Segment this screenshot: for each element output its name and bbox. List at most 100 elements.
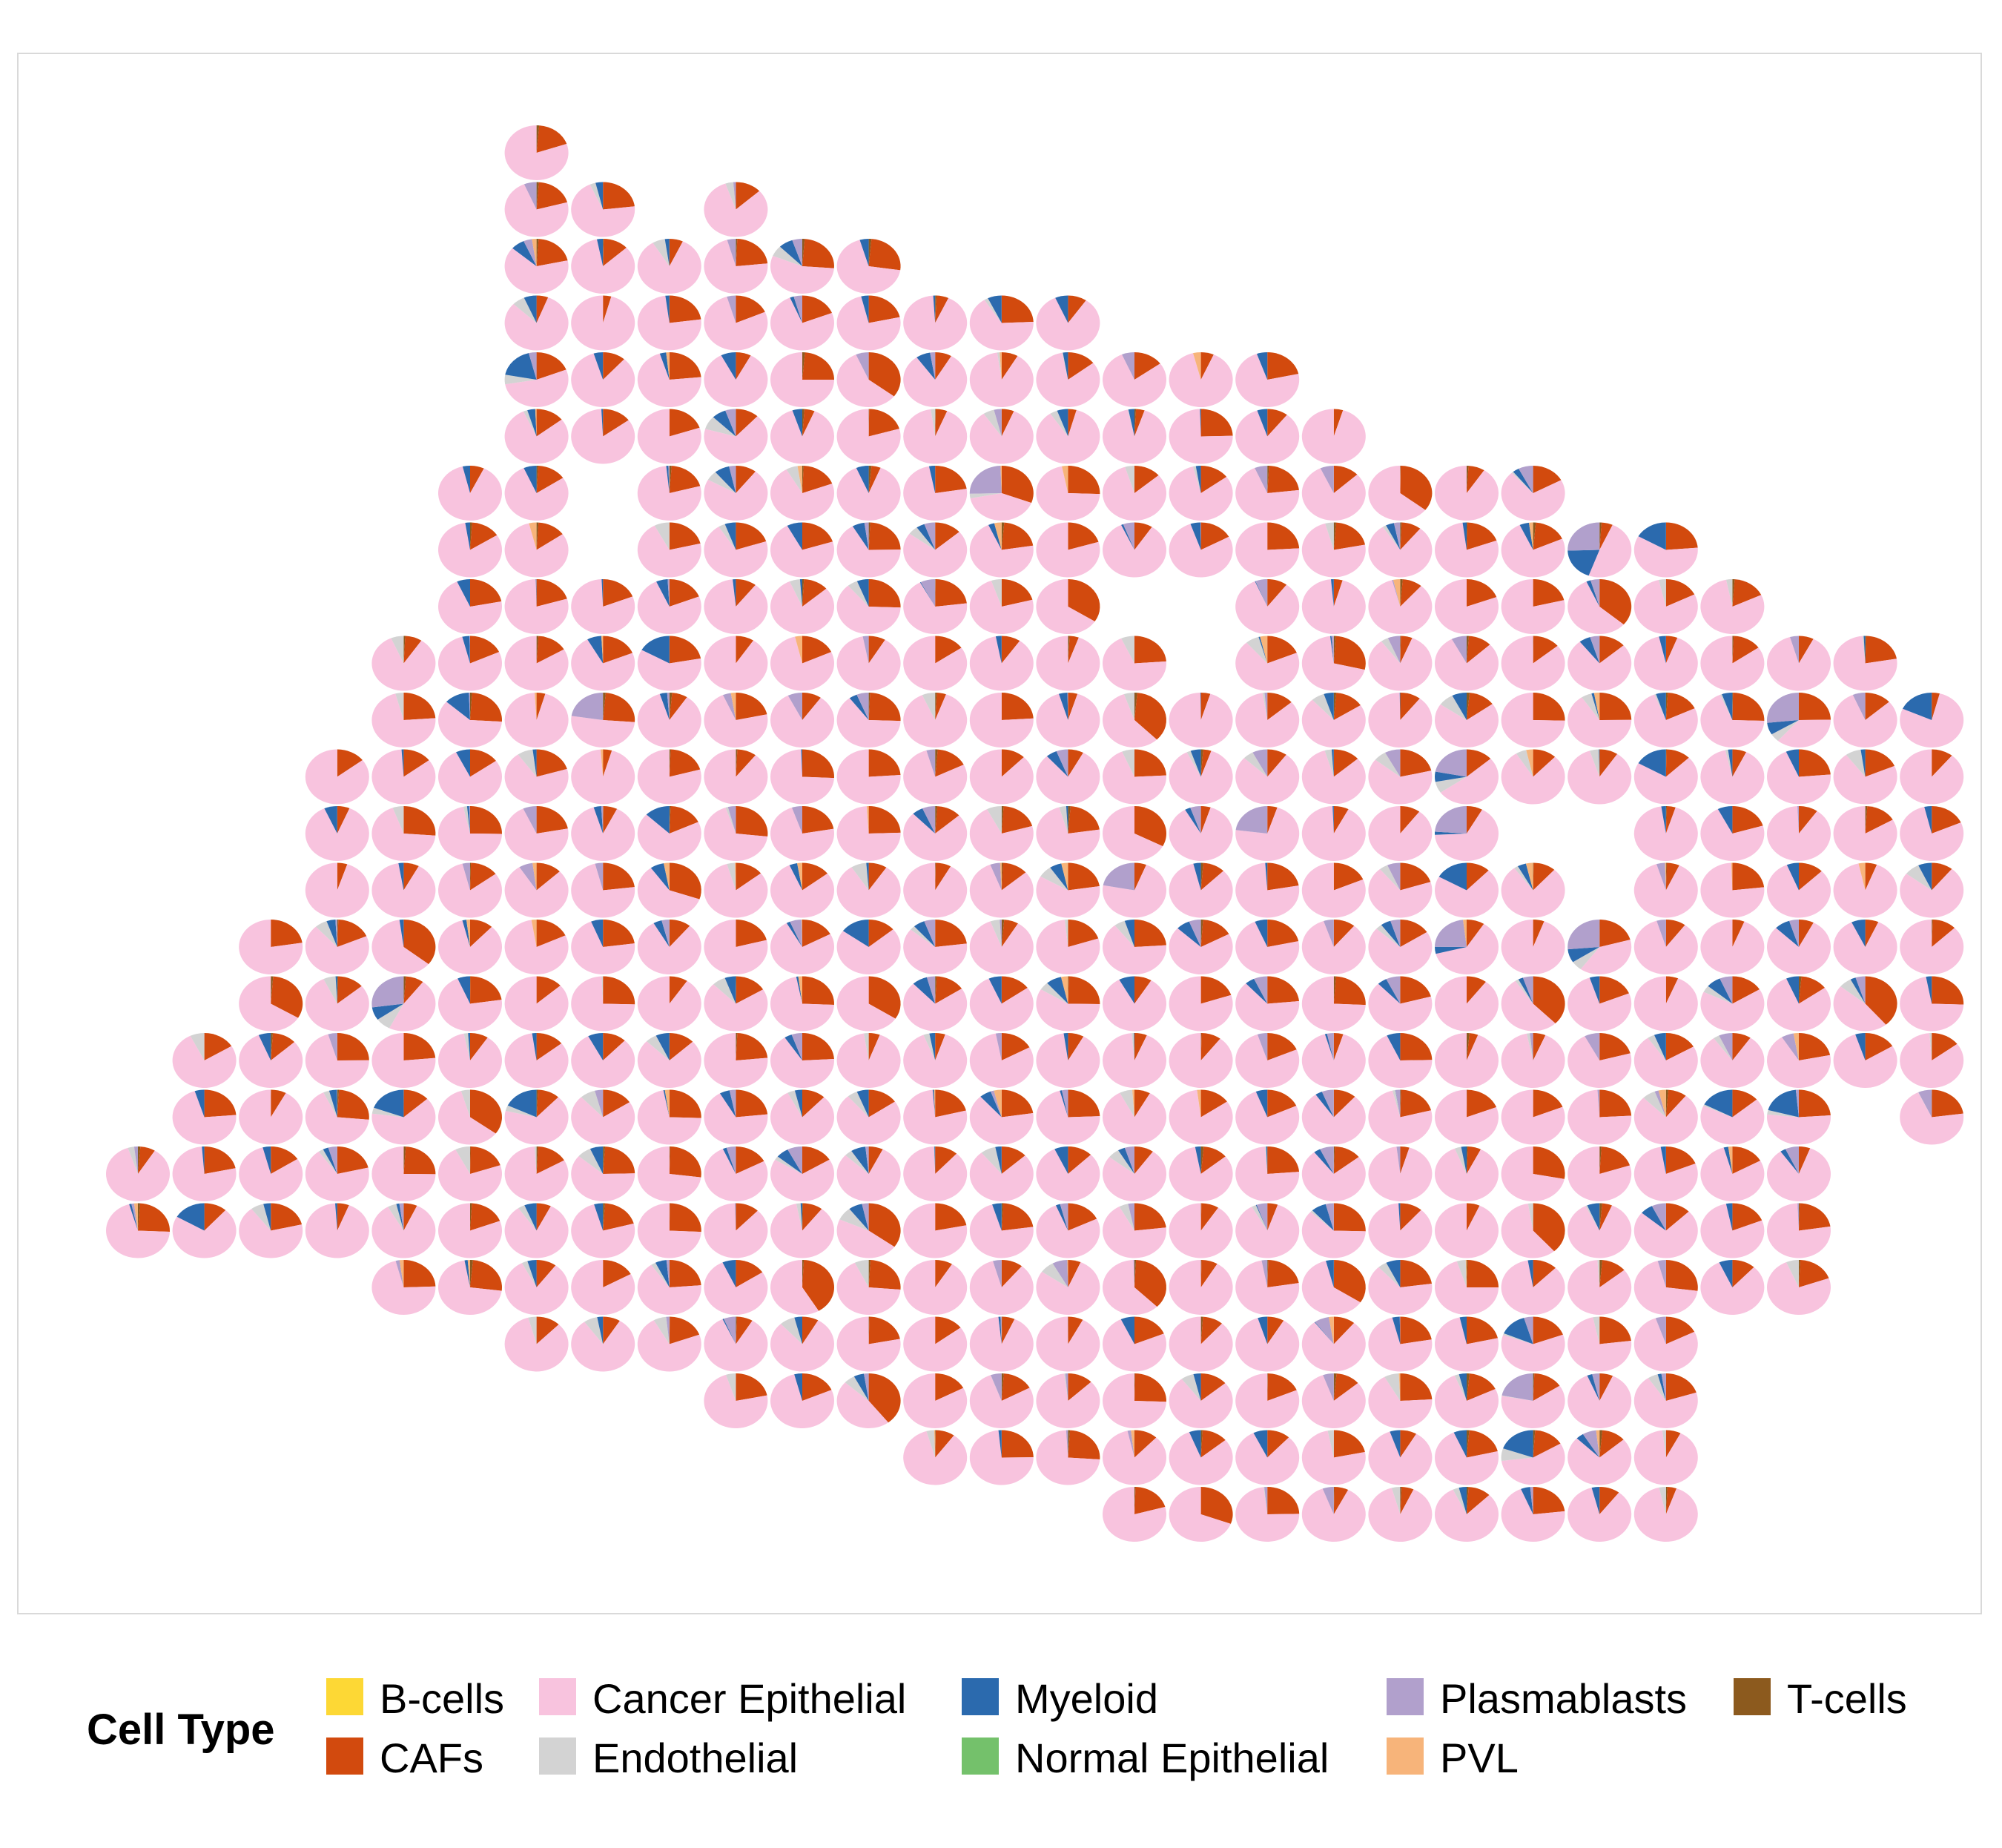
pie-slice: [934, 1430, 936, 1458]
spot-pie: [571, 1203, 635, 1258]
pie-slice: [729, 1089, 736, 1118]
pie-slice: [705, 417, 736, 437]
pie-slice: [1333, 920, 1355, 947]
pie-slice: [802, 636, 832, 664]
pie-slice: [504, 579, 569, 634]
pie-slice: [1235, 1318, 1300, 1372]
spot-pie: [1700, 1146, 1765, 1201]
pie-slice: [1134, 1146, 1153, 1174]
pie-slice: [868, 466, 872, 493]
pie-slice: [1200, 466, 1227, 493]
pie-slice: [1599, 579, 1632, 625]
pie-slice: [1467, 1373, 1470, 1401]
pie-slice: [258, 1033, 271, 1060]
pie-slice: [581, 1090, 604, 1118]
pie-slice: [1193, 1373, 1201, 1401]
pie-slice: [1333, 1146, 1359, 1174]
legend-entry: PVL: [1387, 1735, 1519, 1781]
pie-slice: [1000, 352, 1002, 380]
pie-slice: [802, 1089, 825, 1118]
spot-pie: [504, 182, 569, 237]
pie-slice: [1235, 1034, 1300, 1089]
pie-slice: [571, 1155, 635, 1201]
pie-slice: [315, 921, 337, 947]
pie-slice: [1040, 867, 1068, 891]
pie-slice: [470, 1089, 503, 1134]
pie-slice: [1932, 976, 1964, 1005]
spot-pie: [1301, 862, 1366, 918]
pie-slice: [969, 300, 1034, 351]
spot-pie: [637, 1316, 701, 1372]
pie-slice: [1068, 466, 1100, 495]
spot-pie: [969, 692, 1034, 748]
spot-pie: [704, 976, 768, 1032]
legend-entry: CAFs: [326, 1735, 483, 1781]
pie-slice: [1797, 1203, 1799, 1231]
pie-slice: [991, 1375, 1002, 1401]
pie-slice: [637, 749, 701, 805]
pie-slice: [1190, 522, 1201, 550]
pie-slice: [802, 976, 834, 1005]
spot-pie: [1700, 1033, 1765, 1089]
pie-slice: [1732, 1146, 1761, 1174]
pie-slice: [318, 1149, 337, 1174]
pie-slice: [239, 1209, 303, 1258]
pie-slice: [536, 1260, 556, 1287]
pie-slice: [1254, 976, 1268, 1004]
spot-pie: [1102, 692, 1167, 748]
spot-pie: [305, 919, 369, 975]
pie-slice: [371, 693, 436, 748]
pie-slice: [1391, 1487, 1401, 1514]
pie-slice: [1633, 757, 1698, 805]
spot-pie: [1435, 466, 1499, 521]
pie-slice: [970, 493, 1032, 521]
pie-slice: [1797, 806, 1799, 834]
pie-slice: [1665, 522, 1698, 550]
spot-pie: [305, 806, 369, 861]
pie-slice: [1768, 1089, 1799, 1118]
spot-pie: [1833, 920, 1897, 975]
pie-slice: [470, 1260, 473, 1287]
spot-pie: [1036, 920, 1100, 975]
pie-slice: [1700, 1204, 1765, 1258]
pie-slice: [661, 920, 670, 947]
pie-slice: [995, 636, 1002, 664]
spot-pie: [1434, 1430, 1499, 1485]
pie-slice: [1633, 694, 1698, 748]
pie-slice: [1665, 920, 1685, 947]
pie-slice: [1400, 749, 1432, 777]
pie-slice: [1732, 1033, 1751, 1060]
pie-slice: [603, 239, 627, 266]
pie-slice: [1932, 920, 1955, 947]
pie-slice: [1103, 751, 1167, 805]
pie-slice: [669, 693, 687, 720]
spot-pie: [1368, 1146, 1433, 1202]
spot-pie: [571, 636, 635, 691]
pie-slice: [1329, 636, 1334, 664]
pie-slice: [1665, 1089, 1686, 1118]
pie-slice: [1001, 579, 1033, 607]
pie-slice: [1767, 720, 1799, 735]
pie-slice: [1665, 1373, 1697, 1401]
pie-slice: [935, 578, 936, 607]
pie-slice: [770, 749, 834, 805]
pie-slice: [1633, 536, 1698, 578]
pie-slice: [463, 1033, 470, 1060]
pie-slice: [1368, 1267, 1433, 1315]
pie-slice: [1368, 1488, 1433, 1542]
pie-slice: [603, 1033, 625, 1060]
pie-slice: [1243, 752, 1268, 777]
spot-pie: [704, 749, 768, 805]
pie-slice: [1333, 1373, 1358, 1401]
pie-slice: [603, 352, 624, 380]
spot-pie: [1036, 1033, 1100, 1089]
pie-slice: [1200, 1146, 1204, 1174]
spot-pie: [836, 1260, 901, 1316]
spot-pie: [637, 1203, 701, 1258]
pie-slice: [595, 182, 604, 210]
pie-slice: [1516, 750, 1533, 777]
pie-slice: [1333, 409, 1344, 437]
spot-pie: [1235, 693, 1300, 748]
spot-pie: [704, 693, 768, 748]
spot-pie: [637, 465, 701, 521]
